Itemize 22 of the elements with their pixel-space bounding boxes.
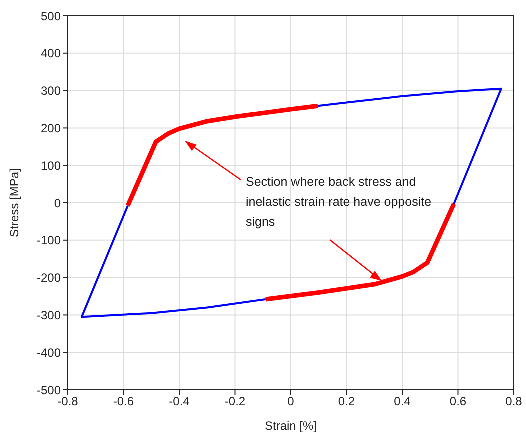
x-tick-label: 0.6 [450,394,467,409]
x-tick-label: -0.2 [224,394,246,409]
x-tick-label: 0.8 [506,394,523,409]
y-tick-label: -500 [36,383,62,398]
y-tick-label: 300 [40,84,62,98]
y-tick-label: 100 [40,158,62,173]
x-tick-label: -0.6 [113,394,134,409]
y-tick-label: 400 [40,46,62,61]
y-tick-label: 200 [40,121,62,136]
x-tick-label: 0 [288,394,295,409]
annotation: Section where back stress and inelastic strain rate have opposite signs [246,174,433,231]
x-tick-label: 0.4 [394,394,412,409]
y-tick-label: -300 [36,308,62,322]
x-tick-label: 0.2 [338,394,356,409]
y-axis-title: Stress [MPa] [7,168,22,238]
x-tick-label: -0.4 [169,394,190,409]
x-tick-label: -0.8 [58,394,79,409]
y-tick-label: -100 [36,234,62,248]
y-tick-label: -400 [36,346,62,360]
y-tick-label: 500 [40,9,62,24]
y-tick-label: -200 [36,271,62,286]
y-tick-label: 0 [54,196,62,210]
